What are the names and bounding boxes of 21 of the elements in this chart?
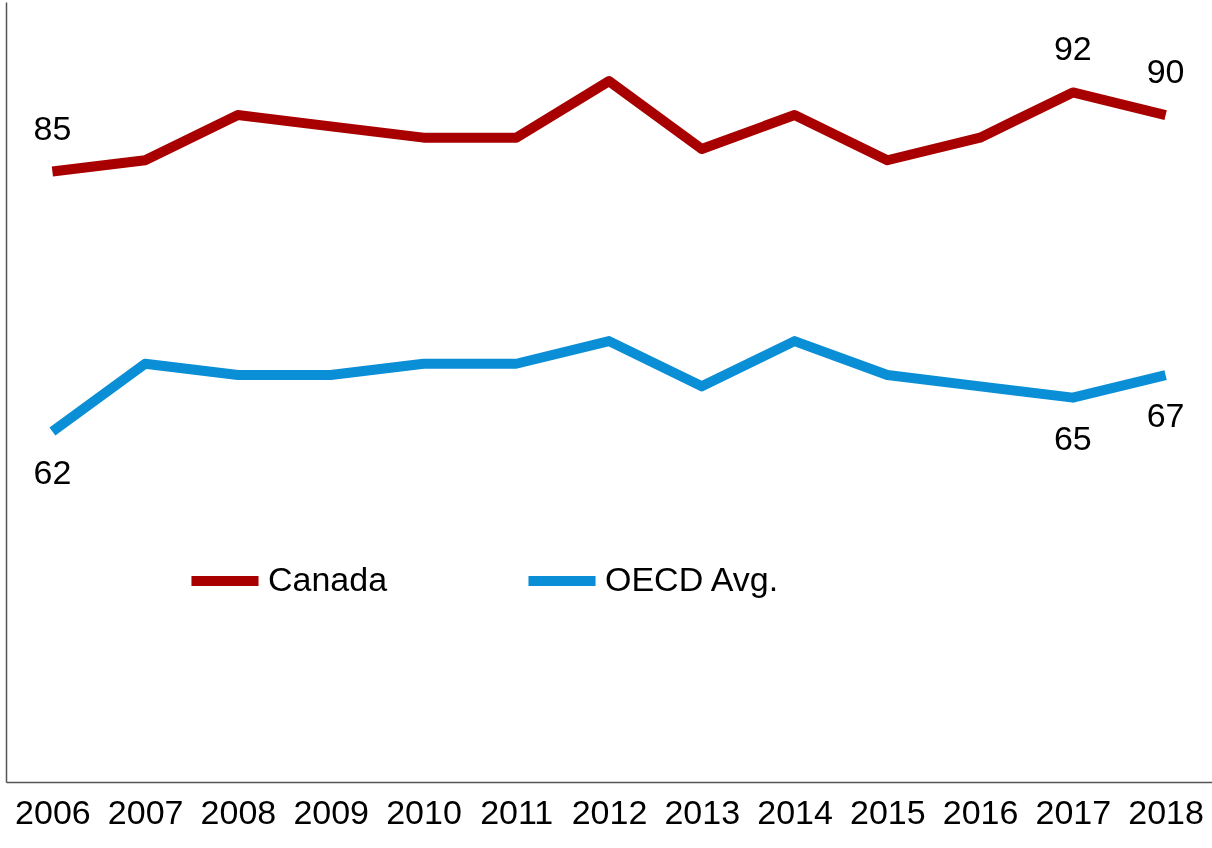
data-label: 62 [33,452,72,491]
x-tick-label: 2016 [942,792,1019,831]
x-tick-label: 2007 [107,792,184,831]
data-label: 85 [33,108,72,147]
x-tick-label: 2006 [15,792,91,831]
x-tick-label: 2014 [757,792,833,831]
x-tick-label: 2009 [293,792,370,831]
x-tick-label: 2010 [386,792,462,831]
legend-label: Canada [268,560,388,598]
x-tick-label: 2018 [1128,792,1204,831]
data-label: 65 [1053,418,1092,457]
data-label: 67 [1146,396,1185,435]
x-tick-label: 2011 [480,792,554,831]
x-tick-label: 2012 [571,792,648,831]
x-tick-label: 2013 [664,792,741,831]
legend-label: OECD Avg. [605,560,779,598]
x-tick-label: 2017 [1035,792,1112,831]
data-label: 92 [1053,29,1092,68]
x-tick-label: 2008 [200,792,277,831]
x-tick-label: 2015 [849,792,926,831]
data-label: 90 [1146,52,1185,91]
